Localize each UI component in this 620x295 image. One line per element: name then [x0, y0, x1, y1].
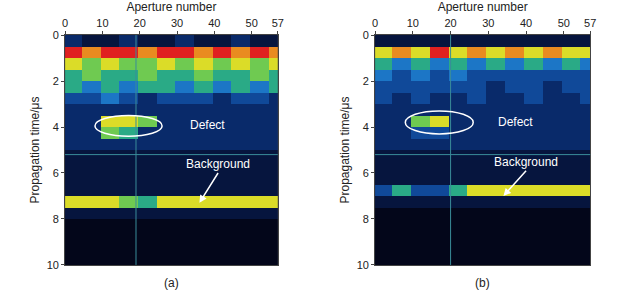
svg-text:4: 4	[53, 121, 59, 133]
svg-text:50: 50	[558, 17, 570, 29]
svg-text:2: 2	[53, 75, 59, 87]
svg-text:0: 0	[372, 17, 378, 29]
svg-text:4: 4	[363, 121, 369, 133]
svg-text:50: 50	[246, 17, 258, 29]
svg-text:10: 10	[96, 17, 108, 29]
svg-text:40: 40	[208, 17, 220, 29]
svg-text:Propagation time/μs: Propagation time/μs	[338, 97, 352, 204]
svg-text:Propagation time/μs: Propagation time/μs	[28, 97, 42, 204]
svg-text:Aperture number: Aperture number	[126, 0, 216, 14]
svg-text:30: 30	[171, 17, 183, 29]
svg-text:10: 10	[47, 259, 59, 271]
svg-text:8: 8	[53, 213, 59, 225]
svg-text:0: 0	[53, 29, 59, 41]
svg-text:Background: Background	[186, 157, 250, 171]
svg-text:6: 6	[363, 167, 369, 179]
svg-text:20: 20	[134, 17, 146, 29]
svg-text:57: 57	[272, 17, 284, 29]
svg-text:Defect: Defect	[190, 118, 225, 132]
svg-text:0: 0	[62, 17, 68, 29]
svg-text:40: 40	[520, 17, 532, 29]
svg-text:Aperture number: Aperture number	[438, 0, 528, 14]
svg-text:2: 2	[363, 75, 369, 87]
svg-text:6: 6	[53, 167, 59, 179]
svg-text:57: 57	[584, 17, 596, 29]
svg-text:10: 10	[357, 259, 369, 271]
svg-text:Background: Background	[494, 155, 558, 169]
svg-text:(b): (b)	[475, 276, 490, 290]
svg-text:Defect: Defect	[498, 115, 533, 129]
svg-text:8: 8	[363, 213, 369, 225]
svg-text:10: 10	[407, 17, 419, 29]
svg-text:20: 20	[444, 17, 456, 29]
svg-text:(a): (a)	[164, 276, 179, 290]
svg-text:30: 30	[482, 17, 494, 29]
svg-text:0: 0	[363, 29, 369, 41]
